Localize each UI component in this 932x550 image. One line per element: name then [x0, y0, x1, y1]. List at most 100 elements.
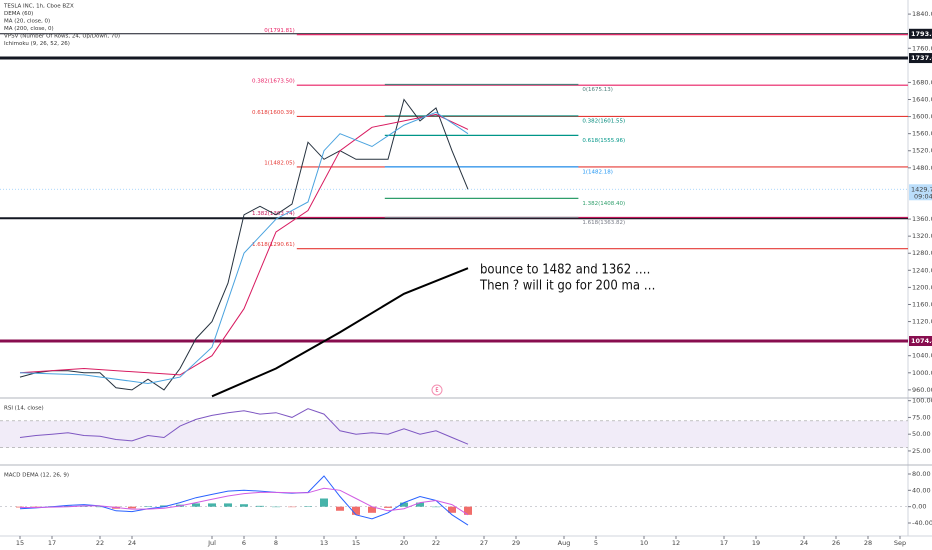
- histogram-bar: [32, 506, 40, 508]
- x-tick-label: 5: [594, 539, 598, 547]
- last-price-box: [909, 184, 932, 201]
- y-tick-label: 1520.00: [912, 147, 932, 155]
- pane-title: MACD DEMA (12, 26, 9): [4, 473, 69, 479]
- y-tick-label: 1360.00: [912, 215, 932, 223]
- price-label: 1737.06: [911, 54, 932, 62]
- price-label-box: [909, 28, 932, 39]
- y-tick-label: 1160.00: [912, 300, 932, 308]
- histogram-bar: [416, 502, 424, 507]
- histogram-bar: [432, 506, 440, 508]
- y-tick-label: 75.00: [912, 413, 931, 421]
- y-tick-label: 1000.00: [912, 369, 932, 377]
- price-label-box: [909, 53, 932, 64]
- y-tick-label: 80.00: [912, 470, 931, 478]
- histogram-bar: [288, 506, 296, 508]
- x-tick-label: 6: [242, 539, 246, 547]
- annotation: Then ? will it go for 200 ma …: [479, 279, 655, 294]
- y-tick-label: 1320.00: [912, 232, 932, 240]
- y-tick-label: 1480.00: [912, 164, 932, 172]
- y-tick-label: 0.00: [912, 503, 926, 511]
- legend-entry: MA (200, close, 0): [4, 26, 54, 32]
- x-tick-label: 15: [16, 539, 24, 547]
- indicator-line: [20, 487, 469, 516]
- histogram-bar: [400, 502, 408, 507]
- y-tick-label: 1760.00: [912, 44, 932, 52]
- histogram-bar: [256, 505, 264, 507]
- x-tick-label: 26: [832, 539, 840, 547]
- x-tick-label: 24: [128, 539, 136, 547]
- histogram-bar: [240, 504, 248, 507]
- y-tick-label: 1040.00: [912, 352, 932, 360]
- histogram-bar: [464, 506, 472, 515]
- legend-entry: TESLA INC, 1h, Cboe BZX: [3, 4, 74, 10]
- y-tick-label: 1680.00: [912, 78, 932, 86]
- earnings-marker-letter: E: [435, 388, 438, 394]
- x-tick-label: 20: [400, 539, 408, 547]
- histogram-bar: [96, 506, 104, 508]
- y-tick-label: 960.00: [912, 386, 932, 394]
- x-tick-label: Sep: [894, 539, 906, 547]
- price-label: 1074.48: [911, 337, 932, 345]
- x-tick-label: 29: [512, 539, 520, 547]
- y-tick-label: 1600.00: [912, 113, 932, 121]
- histogram-bar: [336, 506, 344, 511]
- y-tick-label: 1200.00: [912, 283, 932, 291]
- y-tick-label: 50.00: [912, 430, 931, 438]
- y-tick-label: 25.00: [912, 447, 931, 455]
- last-price-label: 1429.75: [911, 185, 932, 193]
- fib-label: 1.382(1408.40): [582, 201, 625, 207]
- y-tick-label: -40.00: [912, 519, 932, 527]
- fib-label: 1(1482.05): [264, 160, 295, 166]
- y-tick-label: 1560.00: [912, 130, 932, 138]
- countdown: 09:04: [914, 192, 932, 200]
- x-tick-label: 28: [864, 539, 872, 547]
- histogram-bar: [448, 506, 456, 513]
- y-tick-label: 1640.00: [912, 96, 932, 104]
- y-tick-label: 1240.00: [912, 266, 932, 274]
- fib-label: 1.618(1290.61): [252, 242, 295, 248]
- histogram-bar: [160, 505, 168, 507]
- fib-label: 0.618(1555.96): [582, 138, 625, 144]
- y-tick-label: 100.00: [912, 397, 932, 405]
- x-tick-label: Jul: [207, 539, 216, 547]
- x-tick-label: 24: [800, 539, 808, 547]
- price-label-box: [909, 335, 932, 346]
- fib-label: 1(1482.18): [582, 169, 613, 175]
- fib-label: 0.382(1673.50): [252, 79, 295, 85]
- legend-entry: Ichimoku (9, 26, 52, 26): [4, 41, 70, 47]
- fib-label: 0(1791.81): [264, 28, 295, 34]
- x-tick-label: Aug: [558, 539, 571, 547]
- histogram-bar: [272, 506, 280, 508]
- x-tick-label: 22: [432, 539, 440, 547]
- histogram-bar: [304, 506, 312, 507]
- legend-entry: DEMA (60): [4, 11, 33, 17]
- x-tick-label: 27: [480, 539, 488, 547]
- histogram-bar: [128, 506, 136, 509]
- y-tick-label: 1280.00: [912, 249, 932, 257]
- x-tick-label: 22: [96, 539, 104, 547]
- x-tick-label: 12: [672, 539, 680, 547]
- y-tick-label: 40.00: [912, 486, 931, 494]
- histogram-bar: [320, 498, 328, 507]
- x-tick-label: 8: [274, 539, 278, 547]
- earnings-marker[interactable]: [431, 384, 443, 396]
- x-tick-label: 17: [720, 539, 728, 547]
- x-tick-label: 13: [320, 539, 328, 547]
- histogram-bar: [368, 506, 376, 513]
- indicator-line: [19, 113, 469, 376]
- annotation: bounce to 1482 and 1362 ….: [480, 263, 650, 278]
- price-label: 1793.86: [911, 30, 932, 38]
- indicator-line: [19, 408, 469, 445]
- y-tick-label: 1120.00: [912, 318, 932, 326]
- legend-entry: VPSV (Number Of Rows, 24, Up/Down, 70): [4, 34, 120, 40]
- indicator-line: [211, 267, 469, 398]
- x-tick-label: 17: [48, 539, 56, 547]
- histogram-bar: [192, 503, 200, 507]
- fib-label: 1.618(1363.82): [582, 220, 625, 226]
- histogram-bar: [224, 503, 232, 507]
- x-tick-label: 10: [640, 539, 648, 547]
- histogram-bar: [384, 506, 392, 508]
- pane-title: RSI (14, close): [4, 406, 44, 412]
